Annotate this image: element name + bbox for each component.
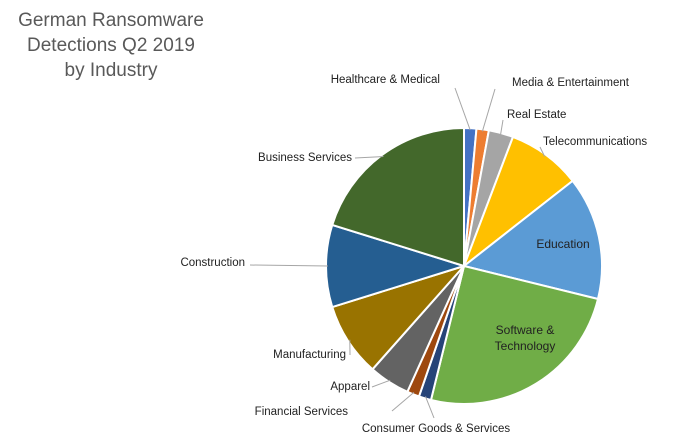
chart-title: German Ransomware Detections Q2 2019 by …	[6, 8, 216, 83]
leader-line-media-and-entertainment	[481, 88, 496, 132]
leader-line-business-services	[354, 156, 384, 159]
slice-label-real-estate: Real Estate	[507, 109, 566, 121]
slice-label-media-and-entertainment: Media & Entertainment	[512, 77, 630, 89]
leader-line-apparel	[371, 379, 391, 388]
slice-label-business-services: Business Services	[258, 152, 352, 164]
slice-label-telecommunications: Telecommunications	[543, 136, 647, 148]
slice-label-education: Education	[536, 237, 589, 251]
leader-line-real-estate	[500, 119, 504, 136]
pie-slice-business-services	[330, 126, 465, 268]
pie-slice-education	[461, 179, 603, 301]
slice-label-apparel: Apparel	[330, 381, 370, 393]
slice-label-consumer-goods-and-services: Consumer Goods & Services	[362, 423, 511, 435]
slice-label-software-and-technology: Software & Technology	[495, 323, 556, 353]
pie-slice-software-and-technology	[429, 264, 600, 405]
leader-line-telecommunications	[539, 146, 546, 157]
leader-line-healthcare-and-medical	[454, 87, 471, 131]
chart-title-line-1: German Ransomware	[18, 10, 204, 31]
slice-label-manufacturing: Manufacturing	[273, 349, 346, 361]
chart-title-line-2: Detections Q2 2019	[27, 35, 195, 56]
leader-line-consumer-goods-and-services	[425, 396, 435, 419]
slice-label-financial-services: Financial Services	[255, 406, 349, 418]
slice-label-construction: Construction	[180, 257, 245, 269]
slice-label-healthcare-and-medical: Healthcare & Medical	[331, 74, 440, 86]
leader-line-financial-services	[391, 392, 415, 412]
leader-line-construction	[249, 264, 329, 267]
chart-title-line-3: by Industry	[64, 60, 158, 81]
